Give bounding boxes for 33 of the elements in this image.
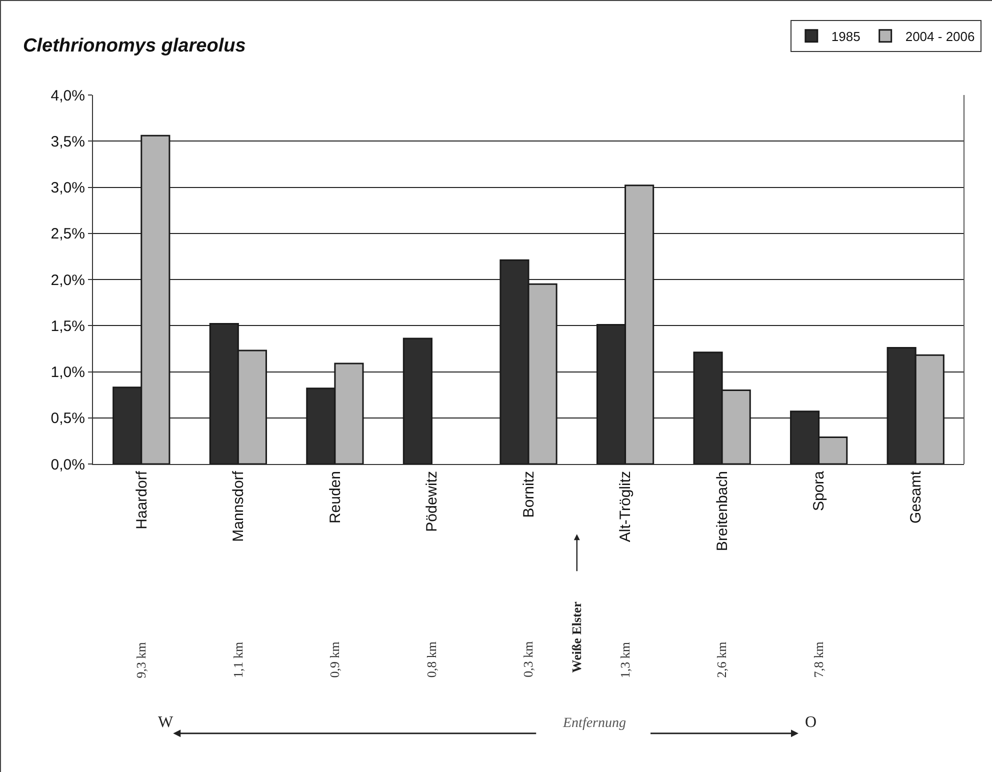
text: 9,3 km (134, 642, 149, 678)
x-tick-label: Breitenbach (714, 471, 731, 552)
y-tick-label: 2,0% (50, 272, 85, 289)
x-tick-label: Alt-Tröglitz (617, 471, 634, 542)
y-tick-label: 2,5% (50, 226, 85, 243)
x-tick-label: Reuden (326, 471, 344, 524)
y-tick-label: 3,0% (50, 180, 85, 196)
text: O (805, 714, 817, 731)
y-tick-label: 4,0% (50, 87, 85, 104)
legend-label: 1985 (831, 28, 860, 44)
y-tick-label: 1,5% (50, 318, 85, 335)
text: 1,1 km (230, 642, 246, 678)
chart-title: Clethrionomys glareolus (23, 36, 246, 57)
text: 0,8 km (424, 641, 439, 678)
text: Weiße Elster (569, 601, 584, 673)
text: 7,8 km (810, 642, 826, 678)
text: 0,9 km (327, 642, 342, 678)
y-tick-label: 3,5% (50, 133, 85, 150)
legend-label: 2004 - 2006 (905, 28, 975, 44)
x-tick-label: Bornitz (520, 471, 538, 518)
y-tick-label: 0,5% (50, 410, 85, 428)
y-tick-label: 0,0% (50, 456, 85, 474)
x-tick-label: Spora (810, 470, 828, 512)
text: 2,6 km (714, 642, 730, 678)
x-tick-label: Haardorf (133, 470, 150, 530)
text: W (158, 714, 174, 731)
text: 0,3 km (520, 641, 536, 678)
x-tick-label: Pödewitz (424, 471, 441, 532)
text: Entfernung (562, 716, 626, 731)
text: 1,3 km (617, 642, 632, 678)
y-tick-label: 1,0% (50, 364, 85, 381)
x-tick-label: Mannsdorf (230, 470, 248, 542)
x-tick-label: Gesamt (907, 470, 924, 524)
